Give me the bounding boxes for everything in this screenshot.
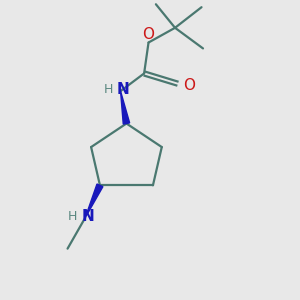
Text: O: O xyxy=(183,78,195,93)
Polygon shape xyxy=(121,91,130,124)
Text: N: N xyxy=(116,82,129,97)
Text: H: H xyxy=(68,210,77,223)
Polygon shape xyxy=(85,184,103,218)
Text: O: O xyxy=(142,27,154,42)
Text: H: H xyxy=(103,83,113,96)
Text: N: N xyxy=(82,209,94,224)
